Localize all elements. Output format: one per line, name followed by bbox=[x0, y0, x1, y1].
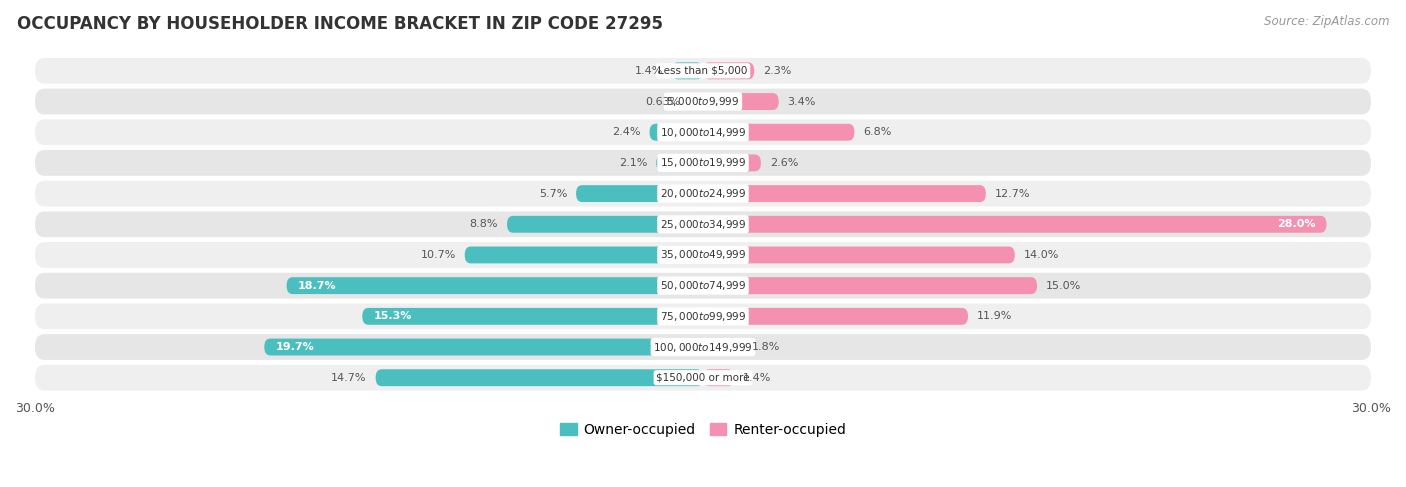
Text: OCCUPANCY BY HOUSEHOLDER INCOME BRACKET IN ZIP CODE 27295: OCCUPANCY BY HOUSEHOLDER INCOME BRACKET … bbox=[17, 15, 662, 33]
Text: $15,000 to $19,999: $15,000 to $19,999 bbox=[659, 156, 747, 169]
FancyBboxPatch shape bbox=[363, 308, 703, 325]
Text: 1.4%: 1.4% bbox=[634, 66, 662, 76]
FancyBboxPatch shape bbox=[35, 334, 1371, 360]
FancyBboxPatch shape bbox=[35, 242, 1371, 268]
Text: 2.3%: 2.3% bbox=[763, 66, 792, 76]
Text: 8.8%: 8.8% bbox=[470, 219, 498, 229]
Text: 18.7%: 18.7% bbox=[298, 281, 336, 291]
Text: $5,000 to $9,999: $5,000 to $9,999 bbox=[666, 95, 740, 108]
FancyBboxPatch shape bbox=[703, 308, 967, 325]
FancyBboxPatch shape bbox=[703, 124, 855, 141]
FancyBboxPatch shape bbox=[650, 124, 703, 141]
Text: 1.8%: 1.8% bbox=[752, 342, 780, 352]
FancyBboxPatch shape bbox=[35, 58, 1371, 84]
Text: 1.4%: 1.4% bbox=[744, 373, 772, 383]
FancyBboxPatch shape bbox=[703, 338, 744, 356]
FancyBboxPatch shape bbox=[264, 338, 703, 356]
Text: $50,000 to $74,999: $50,000 to $74,999 bbox=[659, 279, 747, 292]
FancyBboxPatch shape bbox=[703, 185, 986, 202]
Text: 19.7%: 19.7% bbox=[276, 342, 314, 352]
Text: $20,000 to $24,999: $20,000 to $24,999 bbox=[659, 187, 747, 200]
Text: 15.0%: 15.0% bbox=[1046, 281, 1081, 291]
FancyBboxPatch shape bbox=[35, 119, 1371, 145]
Text: 2.6%: 2.6% bbox=[770, 158, 799, 168]
Text: $75,000 to $99,999: $75,000 to $99,999 bbox=[659, 310, 747, 323]
FancyBboxPatch shape bbox=[703, 369, 734, 386]
Text: 12.7%: 12.7% bbox=[994, 188, 1031, 199]
Text: 15.3%: 15.3% bbox=[374, 311, 412, 321]
FancyBboxPatch shape bbox=[672, 62, 703, 79]
FancyBboxPatch shape bbox=[375, 369, 703, 386]
Text: 14.0%: 14.0% bbox=[1024, 250, 1059, 260]
FancyBboxPatch shape bbox=[35, 303, 1371, 329]
FancyBboxPatch shape bbox=[508, 216, 703, 233]
FancyBboxPatch shape bbox=[35, 211, 1371, 237]
Text: 2.1%: 2.1% bbox=[619, 158, 647, 168]
Text: Source: ZipAtlas.com: Source: ZipAtlas.com bbox=[1264, 15, 1389, 28]
Text: $35,000 to $49,999: $35,000 to $49,999 bbox=[659, 248, 747, 262]
FancyBboxPatch shape bbox=[35, 365, 1371, 391]
FancyBboxPatch shape bbox=[465, 246, 703, 263]
FancyBboxPatch shape bbox=[689, 93, 703, 110]
FancyBboxPatch shape bbox=[703, 62, 754, 79]
Text: 2.4%: 2.4% bbox=[612, 127, 641, 137]
FancyBboxPatch shape bbox=[703, 277, 1038, 294]
Text: 14.7%: 14.7% bbox=[332, 373, 367, 383]
FancyBboxPatch shape bbox=[35, 150, 1371, 176]
FancyBboxPatch shape bbox=[703, 216, 1326, 233]
Text: 5.7%: 5.7% bbox=[538, 188, 567, 199]
FancyBboxPatch shape bbox=[657, 154, 703, 171]
FancyBboxPatch shape bbox=[35, 181, 1371, 206]
Text: $25,000 to $34,999: $25,000 to $34,999 bbox=[659, 218, 747, 231]
FancyBboxPatch shape bbox=[576, 185, 703, 202]
FancyBboxPatch shape bbox=[703, 93, 779, 110]
Text: 0.63%: 0.63% bbox=[645, 96, 681, 107]
Text: $150,000 or more: $150,000 or more bbox=[657, 373, 749, 383]
FancyBboxPatch shape bbox=[703, 246, 1015, 263]
Text: $100,000 to $149,999: $100,000 to $149,999 bbox=[654, 340, 752, 354]
Text: Less than $5,000: Less than $5,000 bbox=[658, 66, 748, 76]
Text: 10.7%: 10.7% bbox=[420, 250, 456, 260]
Text: $10,000 to $14,999: $10,000 to $14,999 bbox=[659, 126, 747, 139]
Text: 6.8%: 6.8% bbox=[863, 127, 891, 137]
FancyBboxPatch shape bbox=[35, 273, 1371, 299]
Text: 3.4%: 3.4% bbox=[787, 96, 815, 107]
Legend: Owner-occupied, Renter-occupied: Owner-occupied, Renter-occupied bbox=[554, 417, 852, 442]
Text: 28.0%: 28.0% bbox=[1277, 219, 1316, 229]
Text: 11.9%: 11.9% bbox=[977, 311, 1012, 321]
FancyBboxPatch shape bbox=[287, 277, 703, 294]
FancyBboxPatch shape bbox=[703, 154, 761, 171]
FancyBboxPatch shape bbox=[35, 89, 1371, 114]
